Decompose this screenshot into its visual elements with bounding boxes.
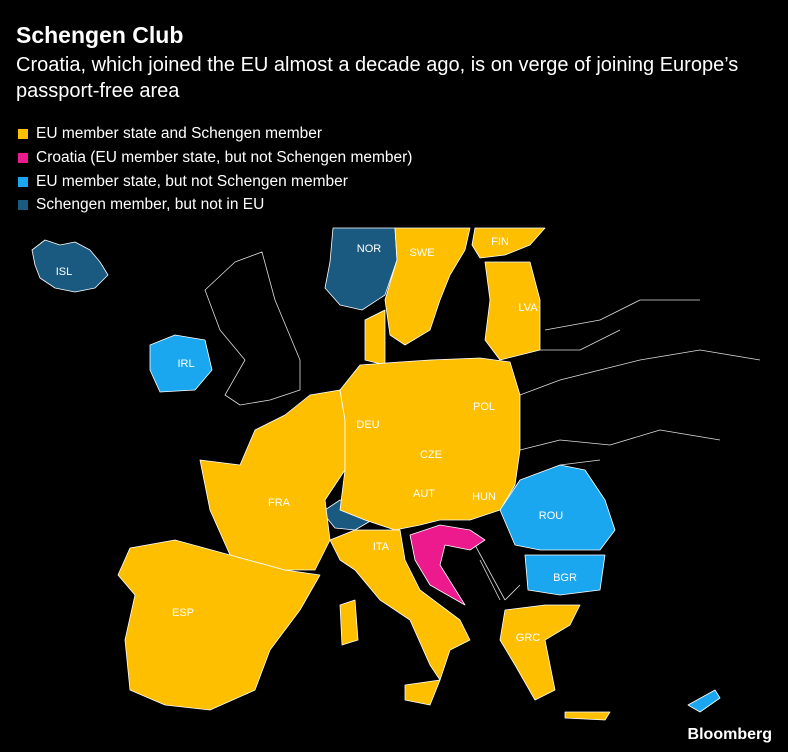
legend-item: Schengen member, but not in EU — [18, 196, 264, 214]
ireland — [149, 334, 213, 393]
sicily — [404, 679, 441, 706]
country-label: DEU — [356, 419, 379, 431]
uk — [204, 251, 301, 406]
border — [474, 299, 761, 601]
country-label: NOR — [357, 243, 382, 255]
legend-item: EU member state, but not Schengen member — [18, 173, 348, 191]
cyprus — [687, 689, 721, 713]
country-label: LVA — [518, 302, 538, 314]
baltics — [484, 261, 541, 361]
romania — [499, 464, 616, 551]
country-label: ISL — [56, 266, 73, 278]
denmark — [364, 309, 386, 366]
italy — [329, 529, 471, 681]
finland — [471, 227, 546, 259]
legend-label: Schengen member, but not in EU — [36, 196, 265, 213]
country-label: CZE — [420, 449, 442, 461]
country-label: GRC — [516, 632, 541, 644]
country-label: AUT — [413, 488, 435, 500]
country-label: POL — [473, 401, 495, 413]
legend-item: Croatia (EU member state, but not Scheng… — [18, 149, 412, 167]
country-label: ESP — [172, 607, 194, 619]
country-label: FRA — [268, 497, 291, 509]
sweden — [384, 227, 471, 346]
legend-swatch — [18, 200, 28, 210]
source: Bloomberg — [687, 726, 772, 743]
bulgaria — [524, 554, 606, 596]
legend-swatch — [18, 177, 28, 187]
country-label: SWE — [409, 247, 434, 259]
country-label: BGR — [553, 572, 577, 584]
legend-swatch — [18, 129, 28, 139]
legend-swatch — [18, 153, 28, 163]
legend-item: EU member state and Schengen member — [18, 125, 322, 143]
legend-label: EU member state and Schengen member — [36, 125, 323, 142]
croatia — [409, 524, 486, 606]
country-label: ROU — [539, 510, 564, 522]
legend-label: Croatia (EU member state, but not Scheng… — [36, 149, 413, 166]
subtitle: Croatia, which joined the EU almost a de… — [16, 54, 739, 102]
sardinia — [339, 599, 359, 646]
central-europe — [339, 357, 521, 531]
greece — [499, 604, 581, 701]
country-label: HUN — [472, 491, 496, 503]
legend-label: EU member state, but not Schengen member — [36, 173, 348, 190]
iceland — [31, 239, 109, 293]
country-label: FIN — [491, 236, 509, 248]
title: Schengen Club — [16, 22, 184, 48]
crete — [564, 711, 611, 721]
country-label: ITA — [373, 541, 390, 553]
france-benelux — [199, 389, 346, 571]
country-label: IRL — [177, 358, 194, 370]
